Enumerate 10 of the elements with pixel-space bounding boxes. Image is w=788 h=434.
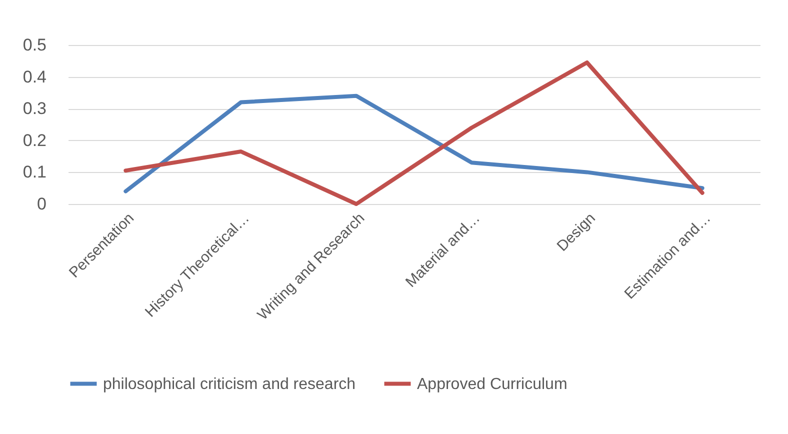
y-tick-label: 0.2 xyxy=(22,130,46,150)
legend-label: Approved Curriculum xyxy=(417,376,568,393)
y-tick-label: 0.5 xyxy=(22,36,46,54)
y-tick-label: 0.3 xyxy=(22,99,46,118)
y-tick-label: 0 xyxy=(37,194,46,214)
y-tick-label: 0.4 xyxy=(22,67,46,86)
y-tick-label: 0.1 xyxy=(22,162,46,182)
legend-label: philosophical criticism and research xyxy=(103,376,356,393)
line-series xyxy=(124,94,704,194)
line-series xyxy=(124,60,704,206)
